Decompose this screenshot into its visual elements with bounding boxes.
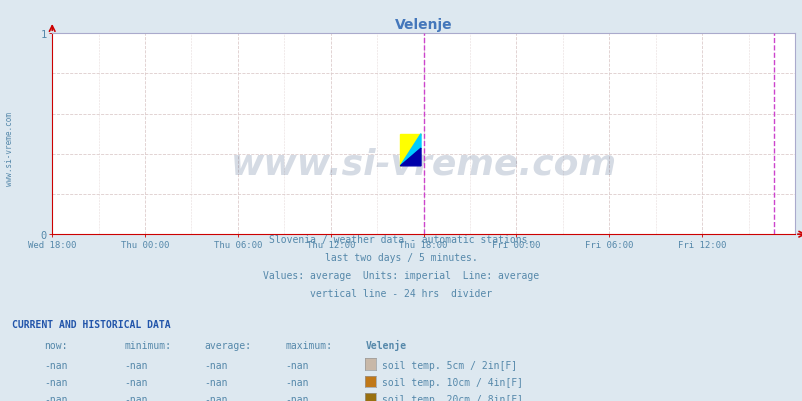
Text: -nan: -nan	[124, 377, 148, 387]
Text: average:: average:	[205, 340, 252, 350]
Polygon shape	[400, 134, 420, 166]
Text: -nan: -nan	[285, 394, 308, 401]
Text: -nan: -nan	[44, 360, 67, 370]
Text: soil temp. 5cm / 2in[F]: soil temp. 5cm / 2in[F]	[382, 360, 516, 370]
Text: now:: now:	[44, 340, 67, 350]
Text: minimum:: minimum:	[124, 340, 172, 350]
Text: -nan: -nan	[285, 360, 308, 370]
Text: -nan: -nan	[205, 394, 228, 401]
Text: soil temp. 20cm / 8in[F]: soil temp. 20cm / 8in[F]	[382, 394, 523, 401]
Text: -nan: -nan	[124, 394, 148, 401]
Text: Values: average  Units: imperial  Line: average: Values: average Units: imperial Line: av…	[263, 271, 539, 281]
Text: soil temp. 10cm / 4in[F]: soil temp. 10cm / 4in[F]	[382, 377, 523, 387]
Text: CURRENT AND HISTORICAL DATA: CURRENT AND HISTORICAL DATA	[12, 319, 171, 329]
Text: Slovenia / weather data - automatic stations.: Slovenia / weather data - automatic stat…	[269, 235, 533, 245]
Text: www.si-vreme.com: www.si-vreme.com	[5, 111, 14, 185]
Text: last two days / 5 minutes.: last two days / 5 minutes.	[325, 253, 477, 263]
Text: -nan: -nan	[205, 377, 228, 387]
Text: -nan: -nan	[285, 377, 308, 387]
Text: vertical line - 24 hrs  divider: vertical line - 24 hrs divider	[310, 289, 492, 299]
Polygon shape	[400, 134, 420, 166]
Text: maximum:: maximum:	[285, 340, 332, 350]
Text: Velenje: Velenje	[365, 339, 406, 350]
Text: -nan: -nan	[205, 360, 228, 370]
Text: -nan: -nan	[124, 360, 148, 370]
Text: -nan: -nan	[44, 394, 67, 401]
Text: -nan: -nan	[44, 377, 67, 387]
Polygon shape	[400, 149, 420, 166]
Text: www.si-vreme.com: www.si-vreme.com	[230, 148, 616, 181]
Title: Velenje: Velenje	[395, 18, 452, 32]
